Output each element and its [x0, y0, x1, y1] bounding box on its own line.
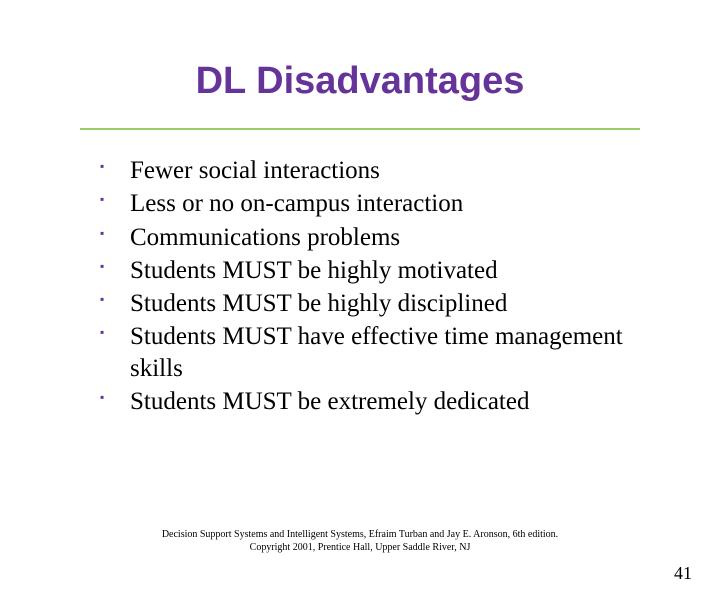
slide: { "title": { "text": "DL Disadvantages",…: [0, 60, 720, 600]
list-item: Students MUST be extremely dedicated: [100, 386, 650, 417]
list-item: Students MUST have effective time manage…: [100, 321, 650, 384]
list-item: Students MUST be highly disciplined: [100, 288, 650, 319]
list-item: Less or no on-campus interaction: [100, 188, 650, 219]
footer-citation: Decision Support Systems and Intelligent…: [0, 529, 720, 554]
title-underline: [80, 128, 640, 130]
page-number: 41: [674, 563, 692, 584]
list-item: Students MUST be highly motivated: [100, 255, 650, 286]
list-item: Fewer social interactions: [100, 155, 650, 186]
bullet-list: Fewer social interactions Less or no on-…: [0, 155, 720, 417]
list-item: Communications problems: [100, 222, 650, 253]
footer-line-2: Copyright 2001, Prentice Hall, Upper Sad…: [80, 542, 640, 555]
slide-title: DL Disadvantages: [0, 60, 720, 103]
